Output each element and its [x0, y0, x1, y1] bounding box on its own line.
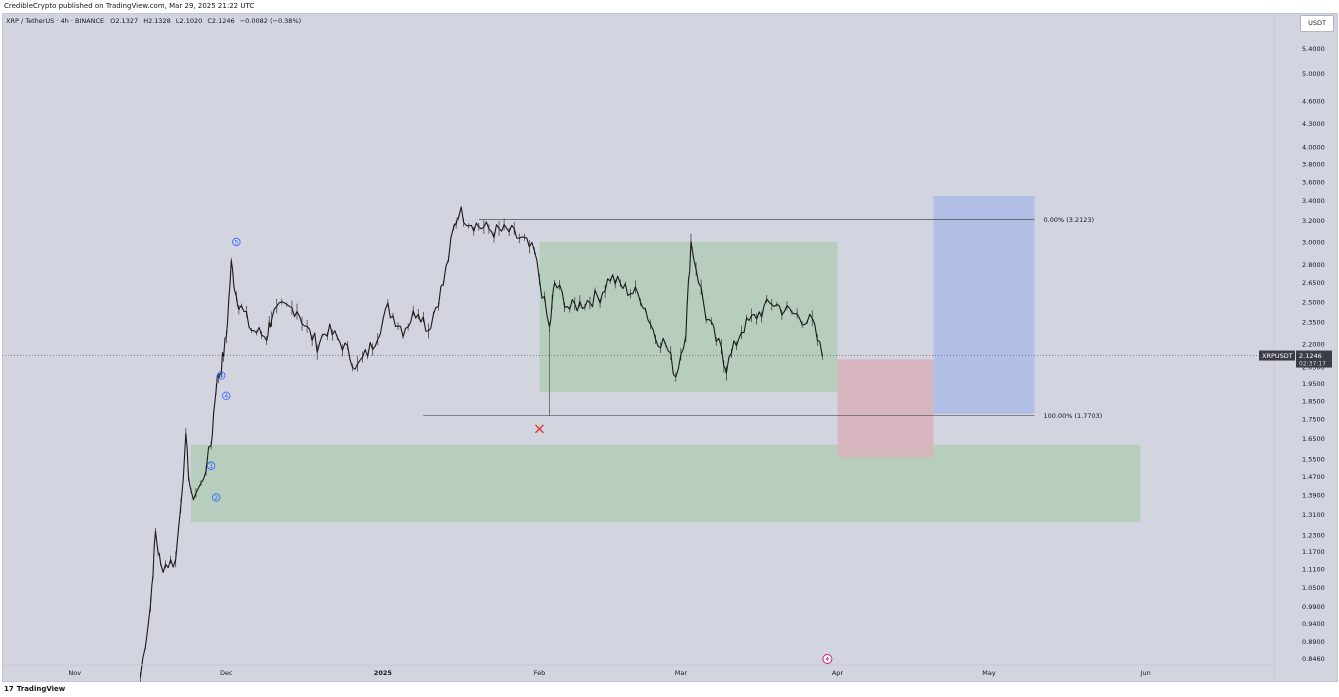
price-tag-countdown: 02:37:17 — [1299, 361, 1326, 368]
y-tick-label: 1.3900 — [1302, 491, 1325, 499]
x-tick-label: May — [982, 669, 996, 677]
y-tick-label: 2.5000 — [1302, 298, 1325, 306]
y-tick-label: 1.5500 — [1302, 456, 1325, 464]
publisher-bar: CredibleCrypto published on TradingView.… — [0, 0, 1339, 13]
publisher-text: CredibleCrypto published on TradingView.… — [4, 2, 255, 10]
footer-bar: 17 TradingView — [0, 683, 1339, 697]
y-tick-label: 4.6000 — [1302, 98, 1325, 106]
drawing-lines-layer — [2, 219, 1272, 416]
price-tag-value-bg — [1296, 350, 1332, 368]
y-tick-label: 0.9400 — [1302, 620, 1325, 628]
axis-layer: 5.4000 5.0000 4.6000 4.3000 4.0000 3.8000 3.60… — [2, 13, 1332, 682]
price-line — [139, 206, 823, 678]
y-tick-label: 2.2000 — [1302, 340, 1325, 348]
chart-legend: XRP / TetherUS · 4h · BINANCE O2.1327 H2… — [6, 17, 301, 25]
event-flash-glyph — [825, 656, 830, 662]
y-tick-label: 2.0500 — [1302, 364, 1325, 372]
y-tick-label: 1.6500 — [1302, 435, 1325, 443]
wave-4-circle — [222, 391, 231, 400]
price-chart[interactable]: 0.00% (3.2123) 100.00% (1.7703) 5 3 4 1 2 5.40… — [2, 13, 1336, 682]
labels-layer: 0.00% (3.2123) 100.00% (1.7703) 5 3 4 1 2 — [206, 216, 1103, 502]
wave-2-circle — [211, 493, 221, 502]
tradingview-brand: TradingView — [16, 685, 66, 693]
legend-close: C2.1246 — [207, 17, 234, 25]
y-tick-label: 1.0500 — [1302, 584, 1325, 592]
y-tick-label: 2.3500 — [1302, 319, 1325, 327]
currency-button[interactable]: USDT — [1300, 15, 1334, 32]
legend-low: L2.1020 — [176, 17, 202, 25]
y-tick-label: 0.9900 — [1302, 603, 1325, 611]
price-tag-value: 2.1246 — [1299, 352, 1322, 360]
invalidation-x-icon — [534, 424, 544, 434]
zones-layer — [190, 195, 1141, 523]
legend-high: H2.1328 — [143, 17, 171, 25]
wave-3-circle — [217, 371, 226, 380]
y-tick-label: 2.8000 — [1302, 261, 1325, 269]
y-tick-label: 5.0000 — [1302, 70, 1325, 78]
zone-green-1 — [190, 444, 1141, 523]
y-tick-label: 0.8460 — [1302, 655, 1325, 663]
wave-2-label: 2 — [214, 495, 218, 502]
wave-5-circle — [232, 237, 241, 247]
price-series-layer — [139, 206, 823, 682]
y-tick-label: 1.2300 — [1302, 532, 1325, 540]
y-tick-label: 1.1700 — [1302, 548, 1325, 556]
y-tick-label: 3.6000 — [1302, 178, 1325, 186]
y-tick-label: 1.7500 — [1302, 416, 1325, 424]
y-tick-label: 3.2000 — [1302, 217, 1325, 225]
y-tick-label: 4.3000 — [1302, 120, 1325, 128]
wave-5-label: 5 — [234, 239, 238, 246]
x-tick-label: 2025 — [374, 669, 393, 677]
x-tick-label: Nov — [68, 669, 81, 677]
y-tick-label: 1.3100 — [1302, 511, 1325, 519]
wave-3-label: 3 — [219, 373, 223, 380]
y-tick-label: 1.4700 — [1302, 473, 1325, 481]
zone-red-2 — [837, 359, 934, 458]
y-tick-label: 3.0000 — [1302, 238, 1325, 246]
legend-open: O2.1327 — [110, 17, 138, 25]
fib-label-100: 100.00% (1.7703) — [1044, 412, 1103, 420]
wave-4-label: 4 — [224, 393, 228, 400]
x-tick-label: Jun — [1140, 669, 1151, 677]
y-tick-label: 3.8000 — [1302, 160, 1325, 168]
x-tick-label: Apr — [832, 669, 844, 677]
wave-1-circle — [206, 461, 216, 470]
x-tick-label: Mar — [675, 669, 688, 677]
wave-1-label: 1 — [209, 463, 213, 470]
legend-change: −0.0082 (−0.38%) — [240, 17, 301, 25]
fib-label-0: 0.00% (3.2123) — [1044, 216, 1095, 224]
x-tick-label: Feb — [534, 669, 546, 677]
zone-blue-3 — [933, 195, 1035, 414]
zone-green-0 — [539, 241, 838, 393]
y-tick-label: 1.8500 — [1302, 397, 1325, 405]
x-tick-label: Dec — [220, 669, 233, 677]
legend-symbol: XRP / TetherUS · 4h · BINANCE — [6, 17, 104, 25]
price-tag-symbol-bg — [1259, 350, 1295, 361]
y-tick-label: 1.1100 — [1302, 566, 1325, 574]
y-tick-label: 4.0000 — [1302, 144, 1325, 152]
tradingview-logo[interactable]: 17 TradingView — [4, 685, 65, 693]
tradingview-mark-icon: 17 — [4, 685, 14, 693]
y-tick-label: 5.4000 — [1302, 45, 1325, 53]
y-tick-label: 0.8900 — [1302, 638, 1325, 646]
y-tick-label: 1.9500 — [1302, 380, 1325, 388]
price-tag-symbol: XRPUSDT — [1262, 352, 1293, 360]
y-tick-label: 2.6500 — [1302, 279, 1325, 287]
y-tick-label: 3.4000 — [1302, 197, 1325, 205]
